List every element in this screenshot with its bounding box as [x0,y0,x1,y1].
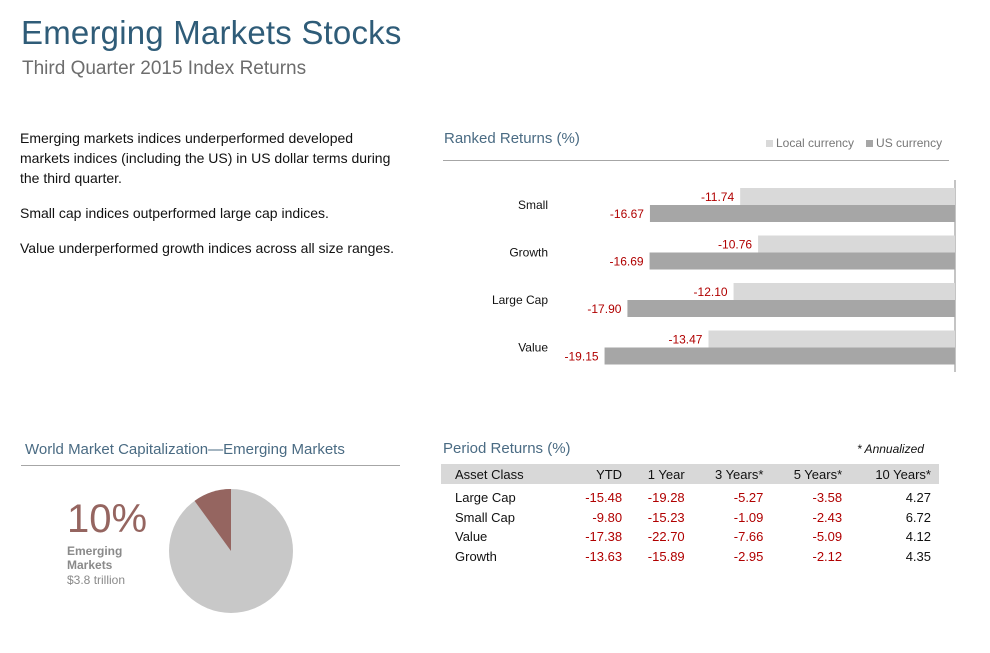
period-returns-table: Asset Class YTD 1 Year 3 Years* 5 Years*… [441,464,939,566]
table-row: Small Cap -9.80 -15.23 -1.09 -2.43 6.72 [441,508,939,528]
data-label: -10.76 [718,238,752,252]
table-row: Large Cap -15.48 -19.28 -5.27 -3.58 4.27 [441,484,939,508]
table-cell: -9.80 [592,509,623,525]
table-header-row: Asset Class YTD 1 Year 3 Years* 5 Years*… [441,464,939,484]
table-cell: -3.58 [812,490,843,506]
commentary-paragraph: Small cap indices outperformed large cap… [20,205,329,221]
table-cell: -5.09 [812,529,843,545]
table-cell: -13.63 [585,548,623,564]
data-label: -17.90 [587,302,621,316]
row-label: Growth [455,548,497,564]
bar-local [708,330,955,348]
chart-legend: Local currency US currency [766,136,942,150]
table-cell: 4.35 [905,548,931,564]
table-cell: -15.48 [585,490,623,506]
pie-slice-emerging [194,489,231,551]
category-label: Value [518,341,548,355]
legend-swatch-local [766,139,773,147]
bar-us [649,205,955,222]
period-returns-title: Period Returns (%) [443,440,571,457]
table-cell: -2.12 [812,548,843,564]
category-label: Growth [509,246,548,260]
emerging-label: Emerging Markets [67,544,123,572]
legend-swatch-us [866,139,874,147]
table-cell: -7.66 [733,529,764,545]
data-label: -16.69 [610,255,644,269]
commentary-paragraph: Value underperformed growth indices acro… [20,240,395,256]
bar-local [758,235,955,253]
ranked-returns-rule [443,160,949,161]
world-cap-title: World Market Capitalization—Emerging Mar… [25,441,345,458]
ranked-returns-title: Ranked Returns (%) [444,130,580,147]
table-cell: 4.12 [905,529,931,545]
commentary: Emerging markets indices underperformed … [20,128,400,273]
category-label: Large Cap [492,293,548,307]
data-label: -16.67 [610,207,644,221]
table-cell: -15.23 [647,509,685,525]
table-row: Value -17.38 -22.70 -7.66 -5.09 4.12 [441,527,939,547]
row-label: Small Cap [455,509,515,525]
bar-local [740,188,955,205]
data-label: -13.47 [668,333,702,347]
legend-us: US currency [866,136,942,150]
commentary-paragraph: Emerging markets indices underperformed … [20,130,391,186]
table-cell: -19.28 [647,490,685,506]
column-header: YTD [567,464,631,484]
table-cell: -15.89 [647,548,685,564]
legend-label-us: US currency [876,136,943,150]
column-header: 5 Years* [771,464,851,484]
column-header: 1 Year [630,464,693,484]
category-label: Small [518,198,548,212]
row-label: Value [455,529,488,545]
emerging-percent: 10% [67,497,148,541]
data-label: -19.15 [565,350,599,364]
bar-local [733,283,955,300]
table-cell: 4.27 [905,490,931,506]
data-label: -12.10 [694,285,728,299]
legend-local: Local currency [766,136,854,150]
row-label: Large Cap [455,490,516,506]
table-cell: -5.27 [733,490,764,506]
table-cell: -2.43 [812,509,843,525]
page-title: Emerging Markets Stocks [21,14,402,51]
table-cell: -17.38 [585,529,623,545]
table-cell: -1.09 [733,509,764,525]
table-row: Growth -13.63 -15.89 -2.95 -2.12 4.35 [441,547,939,567]
column-header: 3 Years* [692,464,772,484]
annualized-note: * Annualized [857,442,924,456]
column-header: 10 Years* [850,464,939,484]
table-cell: -22.70 [647,529,685,545]
emerging-value: $3.8 trillion [67,573,126,587]
table-cell: -2.95 [733,548,764,564]
legend-label-local: Local currency [776,136,855,150]
market-cap-pie [169,489,293,613]
data-label: -11.74 [701,190,734,204]
ranked-returns-chart: -11.74 -16.67 Small -10.76 -16.69 Growth -12.1… [492,180,956,372]
column-header: Asset Class [441,464,568,484]
page-subtitle: Third Quarter 2015 Index Returns [22,58,307,79]
bar-us [604,347,955,365]
world-cap-rule [21,465,400,466]
table-cell: 6.72 [905,509,931,525]
bar-us [649,252,955,270]
bar-us [627,300,955,317]
